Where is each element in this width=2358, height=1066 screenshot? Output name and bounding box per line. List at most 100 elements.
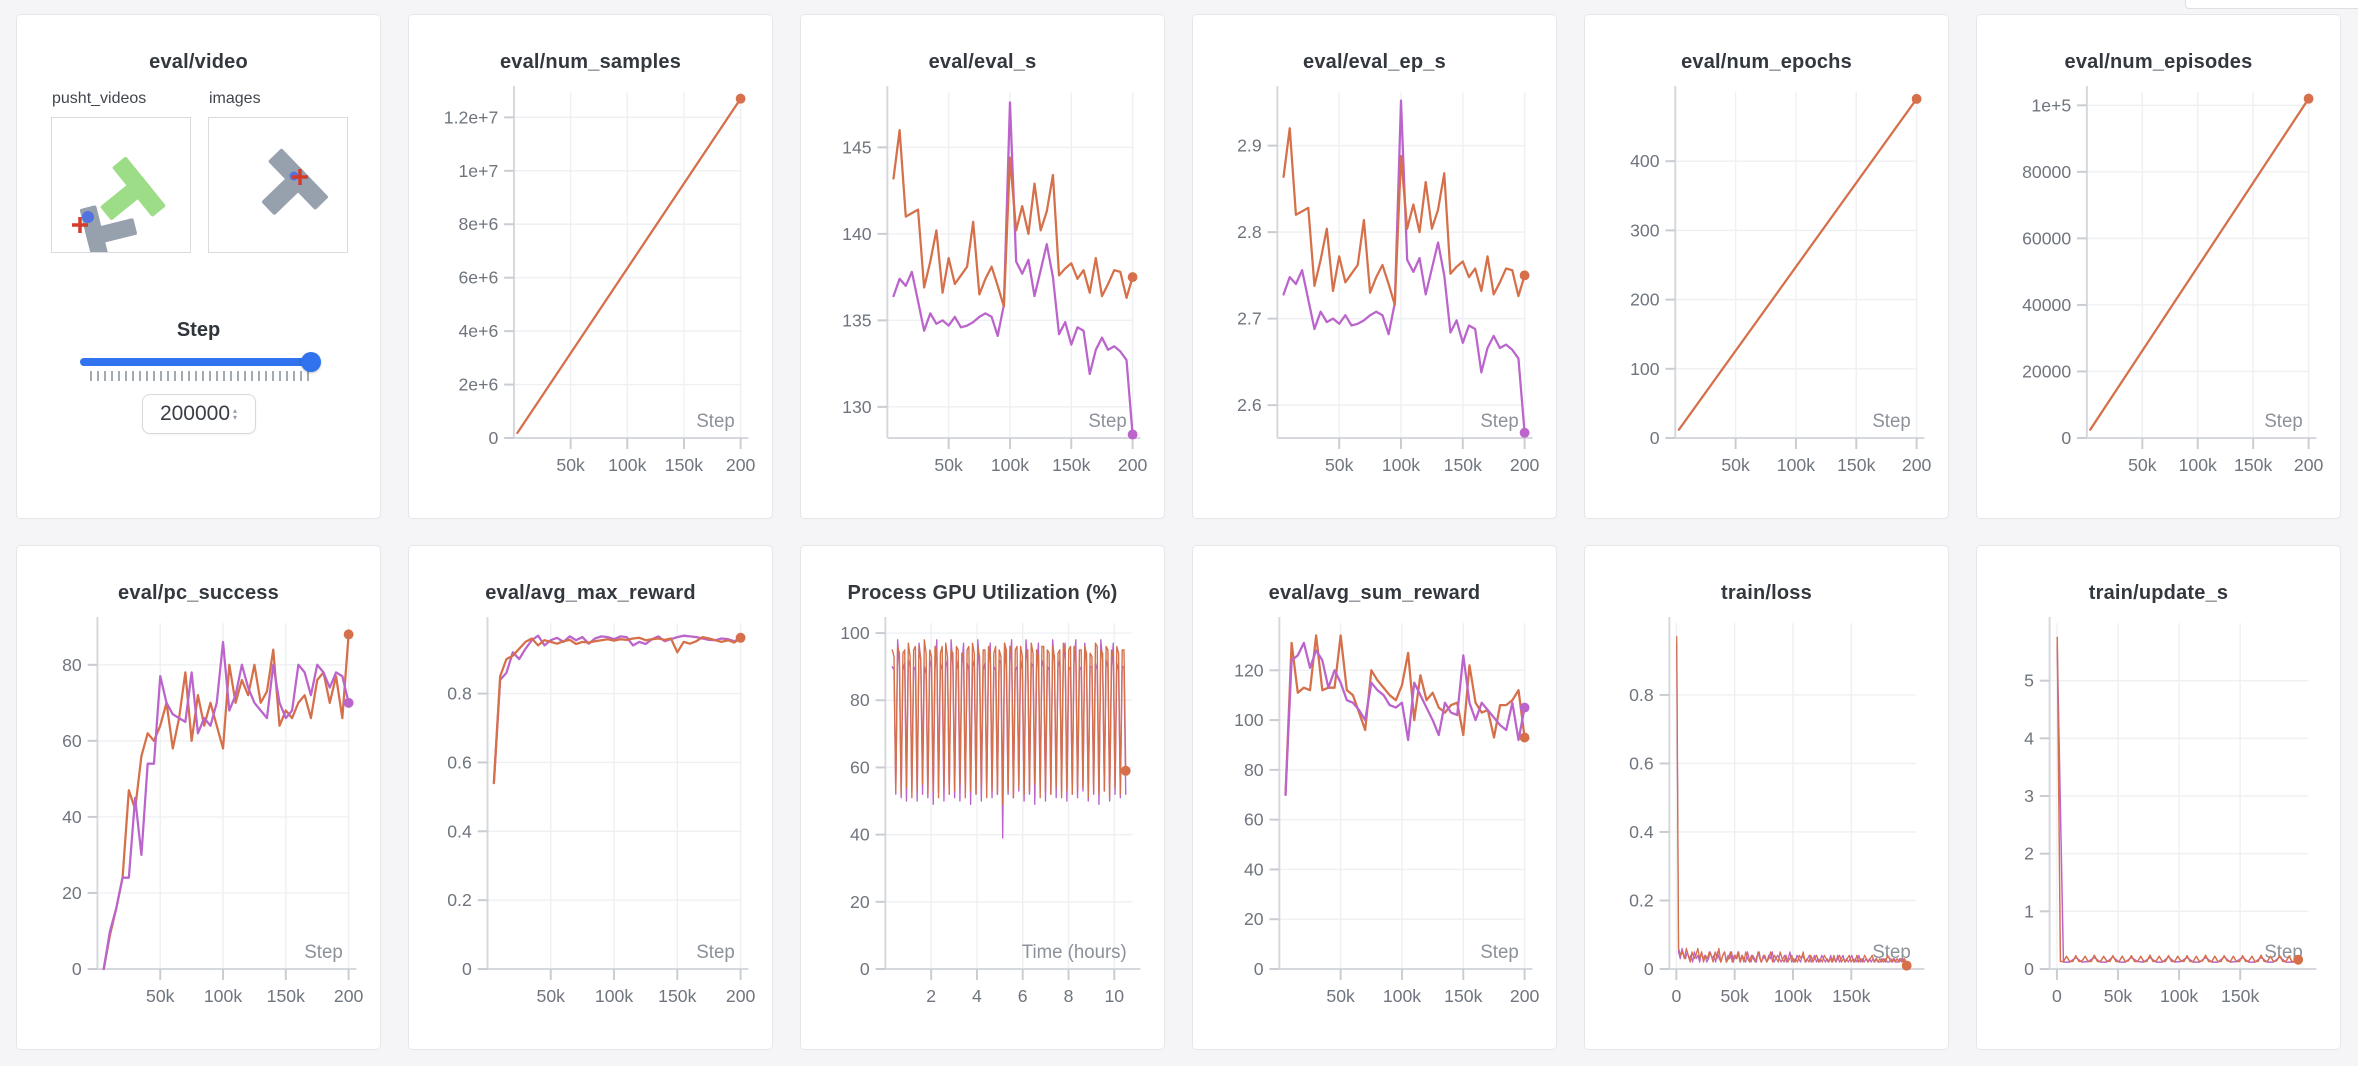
x-tick-label: 100k: [608, 455, 646, 475]
chart-plot[interactable]: 0 20000 40000 60000 80000 1e+5 50k 100k 150k 200 S…: [1977, 76, 2340, 512]
chart-panel: eval/avg_sum_reward 0 20 40 60 80 100 120 50k 10…: [1192, 545, 1557, 1050]
chart-plot[interactable]: 0 0.2 0.4 0.6 0.8 50k 100k 150k 200 Step: [409, 607, 772, 1043]
y-tick-label: 140: [842, 224, 872, 244]
chart-plot[interactable]: 0 0.2 0.4 0.6 0.8 0 50k 100k 150k Step: [1585, 607, 1948, 1043]
x-tick-label: 50k: [1326, 986, 1355, 1006]
x-axis-title: Step: [1872, 410, 1910, 431]
series-orange-run: [516, 97, 742, 435]
step-value: 200000: [159, 402, 231, 425]
y-tick-label: 60: [62, 731, 82, 751]
x-tick-label: 150k: [658, 986, 696, 1006]
y-tick-label: 0: [1254, 959, 1264, 979]
y-tick-label: 0: [1650, 428, 1660, 448]
y-tick-label: 40: [1244, 859, 1264, 879]
x-tick-label: 100k: [1382, 455, 1420, 475]
chart-plot[interactable]: 0 20 40 60 80 100 2 4 6 8 10 Time (hours): [801, 607, 1164, 1043]
agent-dot: [82, 211, 94, 223]
green-tee-shape: [100, 156, 166, 220]
x-tick-label: 200: [1510, 455, 1540, 475]
y-tick-label: 6e+6: [458, 268, 498, 288]
series-purple-run: [2056, 645, 2299, 963]
images-scene-image: [261, 148, 328, 215]
y-tick-label: 1: [2024, 901, 2034, 921]
x-tick-label: 0: [1671, 986, 1681, 1006]
series-orange-run: [1677, 97, 1918, 431]
x-axis-title: Step: [1872, 941, 1910, 962]
x-axis-title: Step: [1480, 941, 1518, 962]
stepper-up-icon[interactable]: ▴: [233, 406, 238, 415]
y-tick-label: 1.2e+7: [444, 107, 499, 127]
x-tick-label: 200: [1118, 455, 1148, 475]
y-tick-label: 80: [62, 655, 82, 675]
media-caption: images: [209, 90, 261, 107]
y-tick-label: 2.9: [1237, 135, 1262, 155]
y-tick-label: 135: [842, 310, 872, 330]
y-tick-label: 80000: [2022, 162, 2071, 182]
chart-plot[interactable]: 2.6 2.7 2.8 2.9 50k 100k 150k 200 Step: [1193, 76, 1556, 512]
top-right-panel-edge: [2185, 0, 2358, 9]
series-orange-run: [492, 635, 742, 785]
images-thumbnail[interactable]: [208, 117, 348, 253]
y-tick-label: 300: [1630, 220, 1660, 240]
y-tick-label: 0: [2024, 959, 2034, 979]
pusht-video-thumbnail[interactable]: [51, 117, 191, 267]
chart-panel: eval/eval_s 130 135 140 145 50k 100k 150k 200 St…: [800, 14, 1165, 519]
chart-plot[interactable]: 0 20 40 60 80 50k 100k 150k 200 Step: [17, 607, 380, 1043]
chart-title: eval/eval_s: [928, 51, 1037, 73]
chart-panel: train/update_s 0 1 2 3 4 5 0 50k 100k 150k Step: [1976, 545, 2341, 1050]
chart-panel: train/loss 0 0.2 0.4 0.6 0.8 0 50k 100k 150k Step: [1584, 545, 1949, 1050]
series-orange-run: [892, 128, 1134, 308]
x-tick-label: 0: [2052, 986, 2062, 1006]
series-endpoint-dot: [1901, 960, 1912, 971]
gray-tee-shape: [261, 148, 328, 215]
y-tick-label: 1e+5: [2031, 95, 2071, 115]
chart-title: train/loss: [1721, 582, 1812, 604]
stepper[interactable]: ▴ ▾: [233, 406, 238, 422]
chart-plot[interactable]: 0 1 2 3 4 5 0 50k 100k 150k Step: [1977, 607, 2340, 1043]
chart-title: eval/num_samples: [499, 51, 682, 73]
series-endpoint-dot: [735, 93, 746, 104]
x-tick-label: 100k: [595, 986, 633, 1006]
stepper-down-icon[interactable]: ▾: [233, 413, 238, 422]
slider-handle[interactable]: [300, 352, 321, 372]
x-tick-label: 4: [972, 986, 982, 1006]
y-tick-label: 80: [850, 690, 870, 710]
chart-panel: Process GPU Utilization (%) 0 20 40 60 80 100…: [800, 545, 1165, 1050]
chart-title: Process GPU Utilization (%): [847, 582, 1118, 604]
chart-plot[interactable]: 130 135 140 145 50k 100k 150k 200 Step: [801, 76, 1164, 512]
y-tick-label: 40: [850, 824, 870, 844]
y-tick-label: 0.4: [1629, 822, 1654, 842]
series-endpoint-dot: [1519, 270, 1530, 281]
chart-plot[interactable]: 0 20 40 60 80 100 120 50k 100k 150k 200 Step: [1193, 607, 1556, 1043]
series-orange-run: [1282, 127, 1526, 306]
x-tick-label: 50k: [146, 986, 175, 1006]
x-tick-label: 150k: [1052, 455, 1090, 475]
y-tick-label: 2: [2024, 844, 2034, 864]
series-endpoint-dot: [343, 697, 354, 708]
y-tick-label: 130: [842, 397, 872, 417]
x-tick-label: 10: [1104, 986, 1124, 1006]
media-images: images: [208, 90, 348, 253]
panel-eval-video: eval/video pusht_videos: [16, 14, 381, 519]
step-input[interactable]: 200000 ▴ ▾: [141, 394, 256, 434]
slider-track[interactable]: [79, 352, 321, 372]
y-tick-label: 0: [462, 959, 472, 979]
x-tick-label: 50k: [1720, 986, 1749, 1006]
chart-plot[interactable]: 0 2e+6 4e+6 6e+6 8e+6 1e+7 1.2e+7 50k 100k 150k 20…: [409, 76, 772, 512]
series-endpoint-dot: [343, 629, 354, 640]
y-tick-label: 100: [1234, 710, 1264, 730]
x-tick-label: 150k: [2221, 986, 2259, 1006]
y-tick-label: 8e+6: [458, 214, 498, 234]
series-orange-run: [2056, 636, 2299, 963]
series-purple-run: [102, 640, 350, 971]
y-tick-label: 0.2: [1629, 890, 1654, 910]
y-tick-label: 4e+6: [458, 321, 498, 341]
x-tick-label: 50k: [537, 986, 566, 1006]
x-tick-label: 200: [1510, 986, 1540, 1006]
y-tick-label: 60000: [2022, 228, 2071, 248]
x-tick-label: 200: [334, 986, 364, 1006]
chart-plot[interactable]: 0 100 200 300 400 50k 100k 150k 200 Step: [1585, 76, 1948, 512]
media-pusht-videos: pusht_videos: [51, 90, 191, 267]
x-axis-title: Step: [2264, 941, 2302, 962]
step-slider[interactable]: [79, 352, 321, 381]
